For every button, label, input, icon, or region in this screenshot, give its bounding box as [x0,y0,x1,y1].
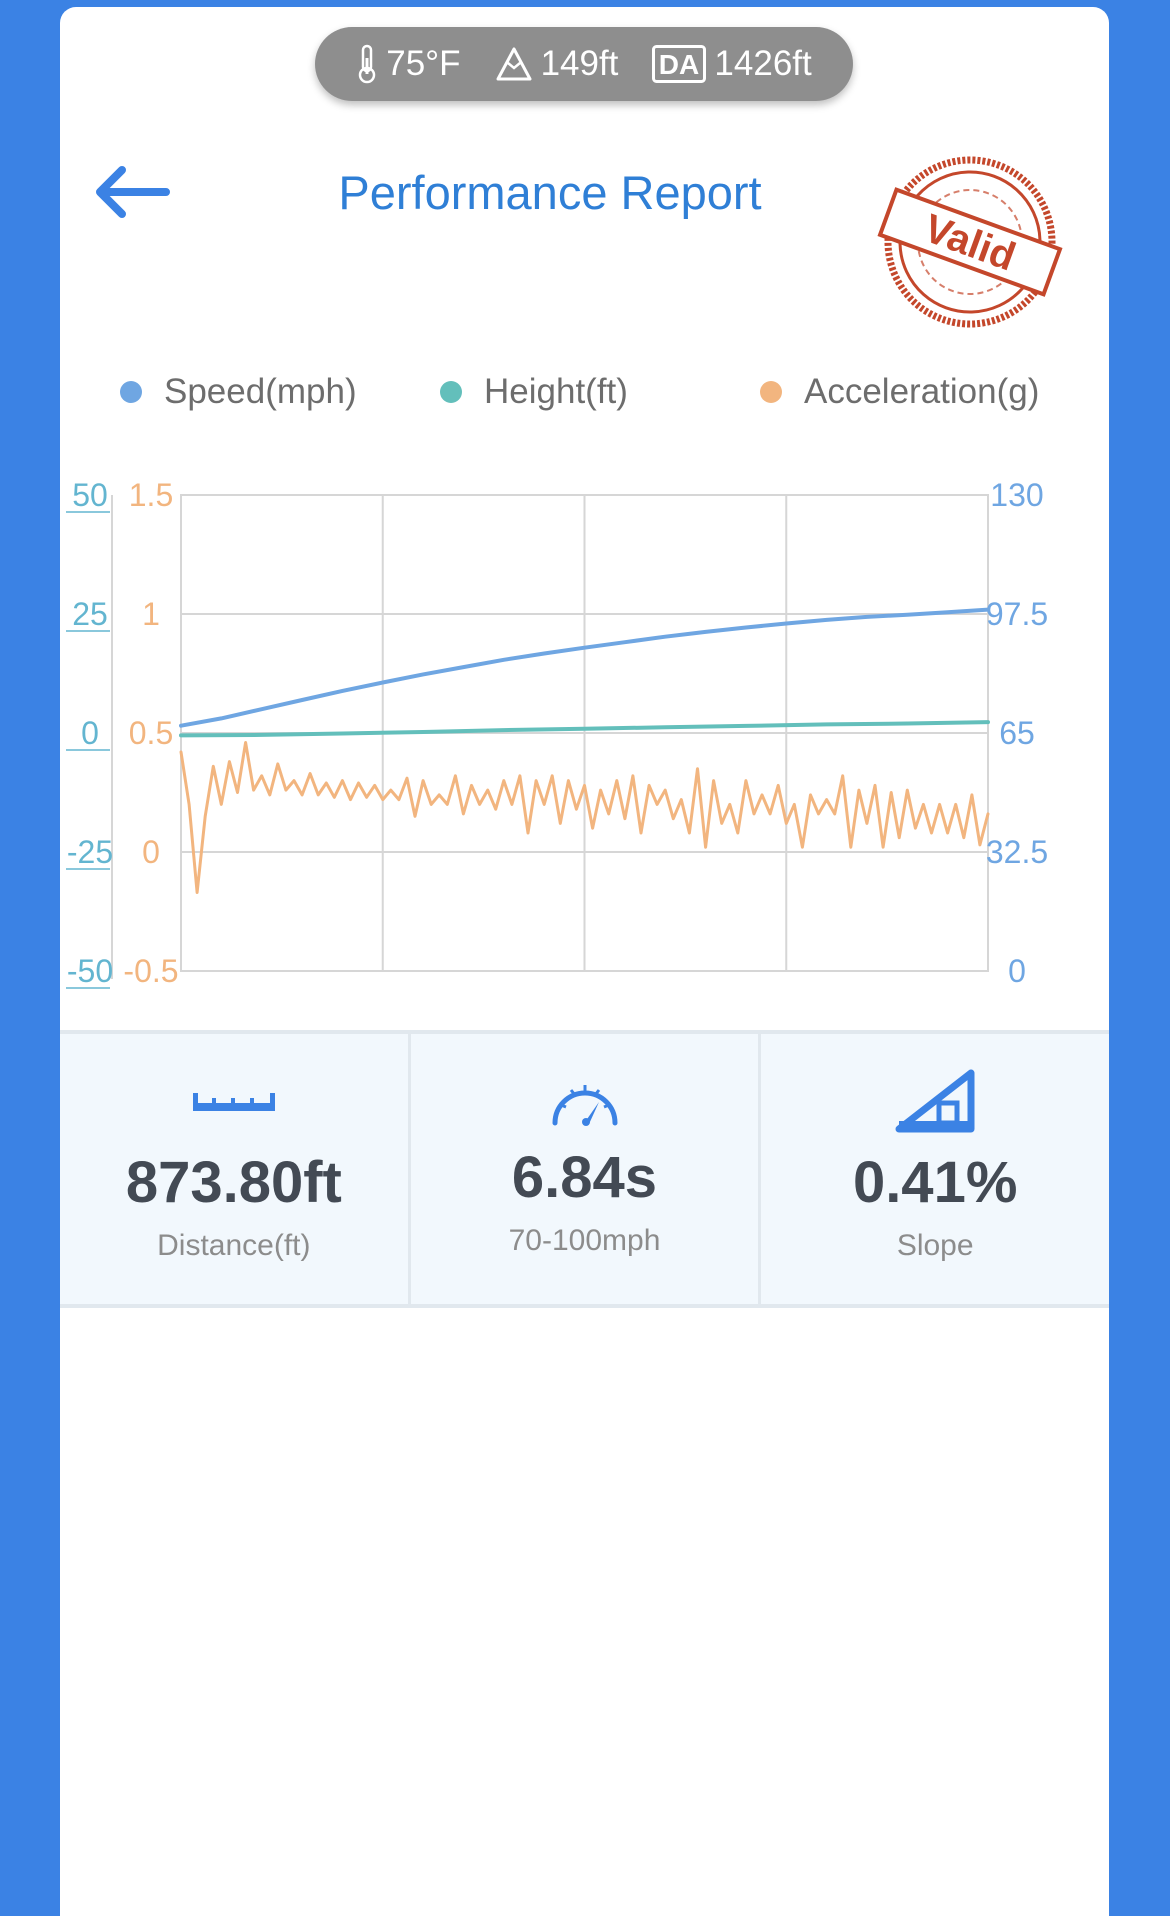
stat-time: 6.84s 70-100mph [407,1034,759,1304]
stats-panel: 873.80ft Distance(ft) 6.84s 70-100mph [60,1030,1109,1308]
density-altitude-value: 1426ft [714,44,812,83]
legend-height-label: Height(ft) [484,372,628,411]
thermometer-icon [359,44,376,84]
speed-left-tick-label: -50 [67,953,113,989]
right-tick-label: 97.5 [986,596,1048,632]
stat-distance: 873.80ft Distance(ft) [60,1034,408,1304]
right-tick-label: 65 [999,715,1035,751]
page-title: Performance Report [338,166,762,219]
legend-speed: Speed(mph) [120,372,357,412]
speedometer-icon [552,1084,617,1126]
altitude-value: 149ft [540,44,619,83]
acceleration-tick-label: 1.5 [129,477,173,513]
temperature-value: 75°F [386,44,461,83]
ruler-icon [192,1092,275,1111]
right-tick-label: 0 [1008,953,1026,989]
legend-acceleration: Acceleration(g) [760,372,1039,412]
performance-chart: 50 25 0 -25 -50 1.5 1 0.5 0 -0.5 130 97.5 65 32.5 0 [66,477,1048,989]
temperature-item: 75°F [356,44,461,84]
slope-value: 0.41% [852,1150,1018,1215]
report-card: 75°F 149ft DA 1426ft Performance Report [60,7,1109,1916]
back-button[interactable] [90,152,170,232]
speed-line [179,607,990,728]
stat-slope: 0.41% Slope [758,1034,1109,1304]
density-altitude-item: DA 1426ft [652,44,812,84]
valid-stamp: Valid [877,156,1063,328]
right-tick-label: 32.5 [986,834,1048,870]
time-value: 6.84s [511,1145,658,1210]
legend-acceleration-label: Acceleration(g) [804,372,1040,411]
slope-label: Slope [896,1229,974,1262]
conditions-pill: 75°F 149ft DA 1426ft [315,27,853,101]
da-badge-icon: DA [652,45,707,83]
da-badge-label: DA [659,49,699,80]
acceleration-tick-label: 0 [142,834,160,870]
acceleration-line [179,741,990,894]
acceleration-tick-label: 1 [142,596,160,632]
time-label: 70-100mph [508,1224,661,1257]
legend-speed-dot [120,381,142,403]
mountain-icon [496,47,532,81]
right-tick-label: 130 [990,477,1043,513]
legend-height: Height(ft) [440,372,628,412]
slope-icon [895,1069,975,1132]
speed-left-tick-label: -25 [67,834,113,870]
acceleration-tick-label: 0.5 [129,715,173,751]
speed-left-tick-label: 50 [72,477,108,513]
chart-legend: Speed(mph) Height(ft) Acceleration(g) [95,372,1095,422]
back-arrow-icon [96,166,170,218]
distance-label: Distance(ft) [157,1229,311,1262]
height-line [179,720,990,738]
legend-height-dot [440,381,462,403]
altitude-item: 149ft [495,44,619,84]
speed-left-tick-label: 0 [81,715,99,751]
distance-value: 873.80ft [125,1150,342,1215]
legend-acceleration-dot [760,381,782,403]
legend-speed-label: Speed(mph) [164,372,357,411]
acceleration-tick-label: -0.5 [123,953,178,989]
speed-left-tick-label: 25 [72,596,108,632]
